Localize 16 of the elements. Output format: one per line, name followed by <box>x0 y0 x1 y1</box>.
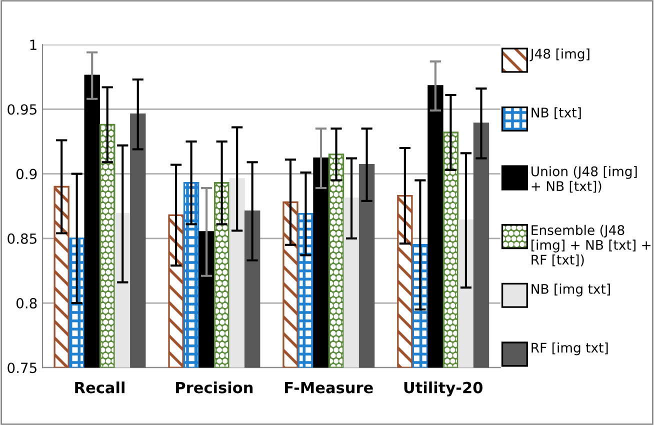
x-tick-label: Precision <box>176 382 253 394</box>
x-tick-label: F-Measure <box>285 382 373 394</box>
y-tick-label: 0.85 <box>8 233 36 244</box>
y-tick-label: 0.75 <box>8 362 36 374</box>
y-tick-label: 0.9 <box>16 168 37 180</box>
x-tick-label: Utility-20 <box>404 382 482 396</box>
legend-label: Ensemble (J48 [img] + NB [txt] + RF [txt]) <box>532 224 650 266</box>
legend-label: NB [txt] <box>532 107 581 120</box>
y-tick-label: 1 <box>30 40 36 50</box>
legend-label: Union (J48 [img] + NB [txt]) <box>532 166 637 193</box>
legend-label: RF [img txt] <box>532 342 608 356</box>
y-tick-label: 0.95 <box>8 104 36 115</box>
x-tick-label: Recall <box>75 382 124 394</box>
legend-label: NB [img txt] <box>532 284 610 296</box>
legend-label: J48 [img] <box>530 48 590 62</box>
y-tick-label: 0.8 <box>16 298 37 308</box>
